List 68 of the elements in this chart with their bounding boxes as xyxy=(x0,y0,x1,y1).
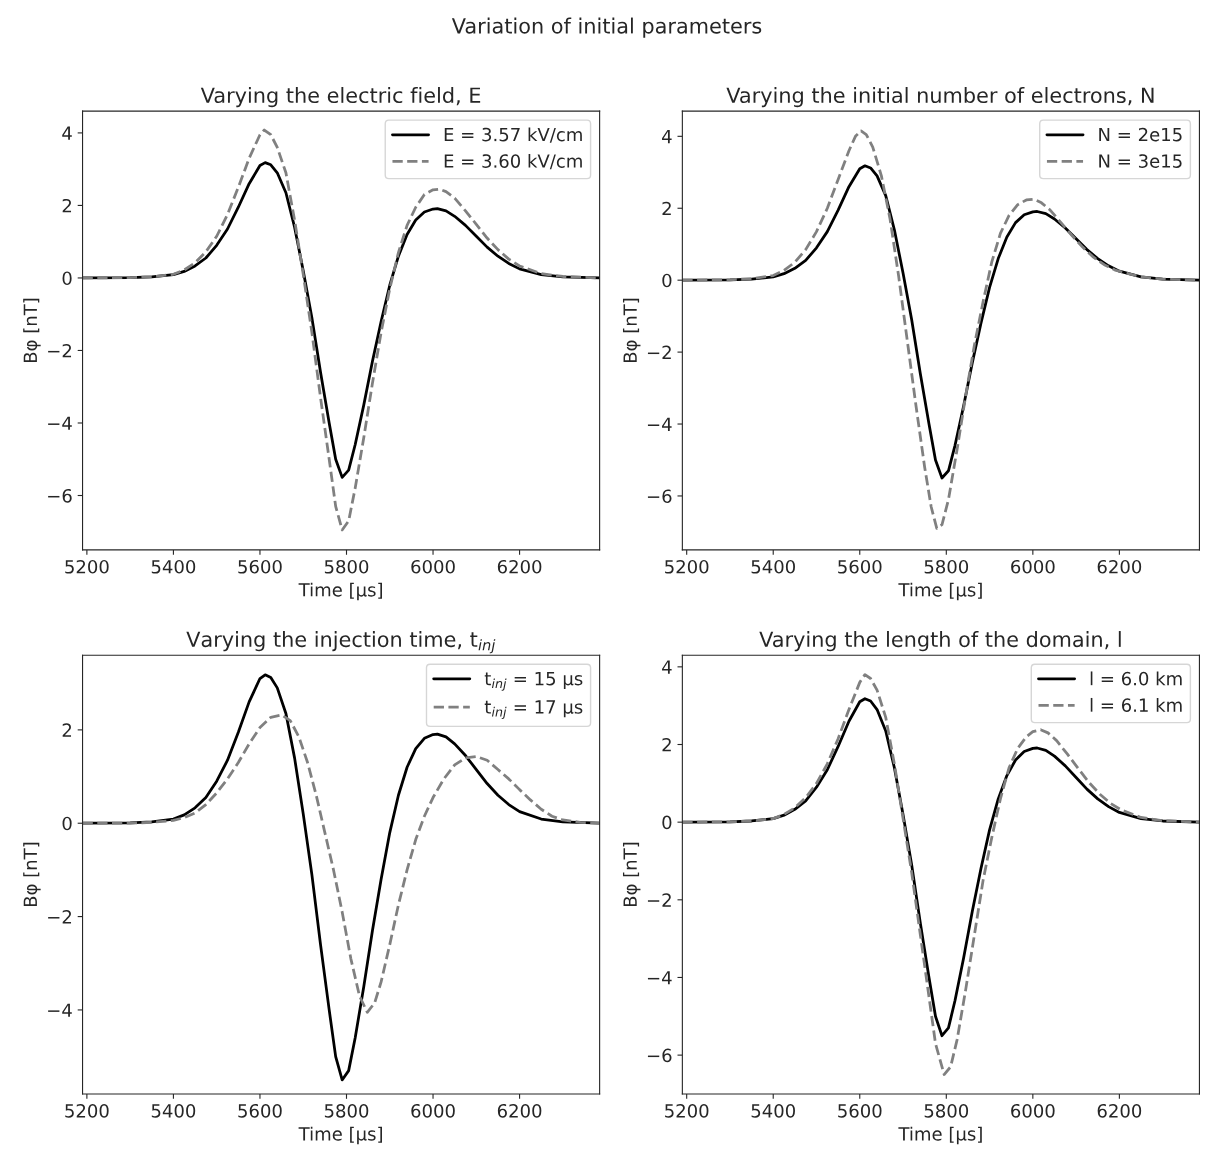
x-tick-label: 6000 xyxy=(411,559,455,574)
y-axis-title: Bφ [nT] xyxy=(622,842,641,907)
y-tick-label: −2 xyxy=(647,345,671,359)
y-tick-label: 0 xyxy=(62,271,72,286)
legend-label: E = 3.60 kV/cm xyxy=(444,153,582,170)
y-tick-label: 2 xyxy=(62,198,72,213)
x-axis-title: Time [μs] xyxy=(298,582,382,601)
legend-label: l = 6.0 km xyxy=(1090,671,1182,686)
legend-label: l = 6.1 km xyxy=(1090,697,1182,712)
y-tick-label: −6 xyxy=(647,489,672,504)
y-tick-label: −4 xyxy=(647,971,672,985)
x-tick-label: 5400 xyxy=(151,559,196,574)
y-tick-label: 4 xyxy=(62,126,72,140)
x-tick-label: 6000 xyxy=(1011,559,1055,574)
y-tick-label: −6 xyxy=(48,488,72,503)
x-tick-label: 6200 xyxy=(1097,1103,1142,1118)
chart-title: Varying the initial number of electrons, N xyxy=(726,86,1154,108)
x-tick-label: 5800 xyxy=(924,559,969,574)
x-tick-label: 5200 xyxy=(665,1103,709,1118)
line-series xyxy=(682,673,1200,1076)
legend-label: E = 3.57 kV/cm xyxy=(444,127,582,143)
chart-title: Varying the injection time, t$_{inj}$ xyxy=(186,631,496,654)
y-tick-label: 4 xyxy=(662,130,672,144)
x-tick-label: 5200 xyxy=(665,559,709,574)
y-tick-label: −4 xyxy=(48,416,72,430)
x-tick-label: 5400 xyxy=(751,559,795,574)
y-tick-label: 2 xyxy=(662,737,671,752)
legend-label: t$_{inj}$ = 15 μs xyxy=(484,671,583,691)
y-tick-label: −2 xyxy=(647,893,671,907)
x-axis-title: Time [μs] xyxy=(298,1126,382,1145)
x-tick-label: 5600 xyxy=(238,1103,282,1118)
x-tick-label: 5800 xyxy=(924,1103,969,1118)
x-tick-label: 6200 xyxy=(497,559,542,574)
y-tick-label: 4 xyxy=(662,660,672,674)
x-tick-label: 6000 xyxy=(1011,1103,1055,1118)
text: Variation of initial parameters xyxy=(451,17,762,38)
x-tick-label: 6200 xyxy=(1097,559,1142,574)
x-tick-label: 5400 xyxy=(151,1103,196,1118)
legend-label: N = 2e15 xyxy=(1099,127,1182,142)
legend-label: t$_{inj}$ = 17 μs xyxy=(484,700,583,720)
y-axis-title: Bφ [nT] xyxy=(23,298,41,363)
y-tick-label: −6 xyxy=(647,1048,672,1063)
y-tick-label: 0 xyxy=(662,815,672,830)
y-tick-label: 2 xyxy=(662,201,671,216)
chart-title: Varying the electric field, E xyxy=(200,86,481,108)
x-axis-title: Time [μs] xyxy=(898,1126,982,1145)
y-tick-label: 0 xyxy=(662,273,672,288)
x-tick-label: 5800 xyxy=(324,1103,369,1118)
legend-label: N = 3e15 xyxy=(1099,154,1182,168)
x-tick-label: 5600 xyxy=(838,1103,882,1118)
y-tick-label: 0 xyxy=(62,816,72,831)
x-tick-label: 5200 xyxy=(65,1103,109,1118)
x-tick-label: 5400 xyxy=(751,1103,795,1118)
x-tick-label: 5200 xyxy=(65,559,109,574)
x-axis-title: Time [μs] xyxy=(898,582,982,601)
x-tick-label: 5600 xyxy=(838,559,882,574)
y-axis-title: Bφ [nT] xyxy=(23,842,41,907)
y-tick-label: −2 xyxy=(48,343,72,358)
y-tick-label: −2 xyxy=(48,910,72,924)
y-axis-title: Bφ [nT] xyxy=(622,298,641,363)
y-tick-label: −4 xyxy=(647,417,672,431)
x-tick-label: 6200 xyxy=(497,1103,542,1118)
x-tick-label: 5600 xyxy=(238,559,282,574)
x-tick-label: 6000 xyxy=(411,1103,455,1118)
x-tick-label: 5800 xyxy=(324,559,369,574)
chart-title: Varying the length of the domain, l xyxy=(759,631,1121,652)
y-tick-label: 2 xyxy=(62,723,72,737)
y-tick-label: −4 xyxy=(48,1003,72,1017)
